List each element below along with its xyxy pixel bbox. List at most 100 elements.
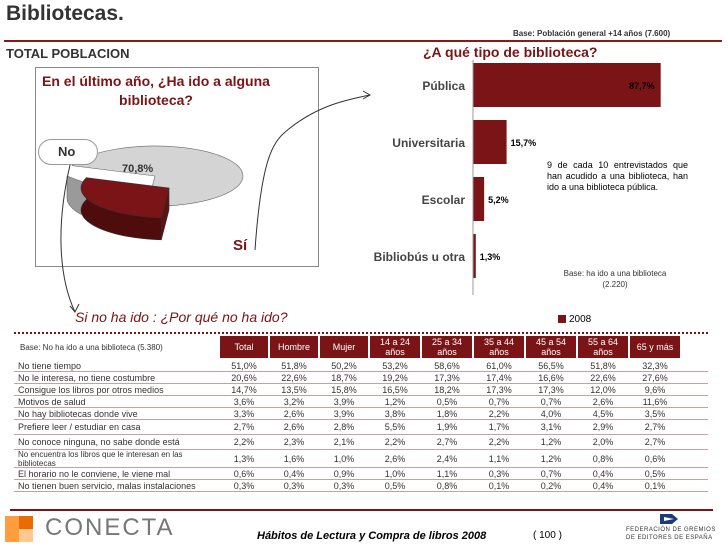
federation-name: FEDERACIÓN DE GREMIOS DE EDITORES DE ESP… bbox=[626, 527, 716, 541]
footer-divider bbox=[10, 509, 713, 511]
bar-value-label: 15,7% bbox=[511, 138, 537, 148]
column-header: 14 a 24 años bbox=[370, 336, 420, 358]
si-arrow-head bbox=[362, 90, 372, 100]
table-cell: 15,8% bbox=[331, 385, 357, 395]
table-cell: 2,2% bbox=[488, 409, 510, 419]
table-row: No hay bibliotecas donde vive 3,3% 2,6% 3,9… bbox=[14, 408, 708, 420]
si-label: Sí bbox=[233, 237, 248, 254]
table-cell: 1,0% bbox=[333, 454, 355, 464]
no-arrow-head bbox=[69, 303, 80, 313]
table-row: Consigue los libros por otros medios 14,7… bbox=[14, 384, 708, 396]
bar-2 bbox=[473, 177, 485, 221]
table-row: No conoce ninguna, no sabe donde está 2,2… bbox=[14, 435, 708, 450]
table-cell: 3,6% bbox=[233, 397, 255, 407]
table-cell: 0,3% bbox=[233, 481, 255, 491]
pie-label-no: 70,8% bbox=[122, 163, 153, 175]
table-cell: 22,6% bbox=[281, 373, 307, 383]
table-cell: 2,3% bbox=[283, 437, 305, 447]
table-cell: 3,8% bbox=[384, 409, 406, 419]
table-cell: 3,1% bbox=[540, 422, 562, 432]
federation-logo-icon bbox=[660, 514, 678, 524]
table-question: Si no ha ido : ¿Por qué no ha ido? bbox=[75, 309, 288, 325]
bar-chart: Pública 87,7% Universitaria 15,7% Escolar 5,2… bbox=[374, 60, 661, 295]
table-cell: 27,6% bbox=[642, 373, 668, 383]
bar-category-label: Escolar bbox=[422, 193, 466, 207]
table-cell: 0,3% bbox=[283, 481, 305, 491]
si-arrow bbox=[254, 94, 371, 251]
bar-3 bbox=[473, 234, 476, 278]
table-cell: 2,2% bbox=[488, 437, 510, 447]
column-header: 55 a 64 años bbox=[578, 336, 628, 358]
pie-no-top bbox=[71, 145, 244, 207]
pie-slice-si bbox=[80, 177, 170, 241]
table-cell: 2,7% bbox=[644, 437, 666, 447]
row-label: No hay bibliotecas donde vive bbox=[18, 409, 138, 419]
column-header: Hombre bbox=[270, 336, 318, 358]
bar-chart-title: ¿A qué tipo de biblioteca? bbox=[423, 44, 598, 60]
table-base-note: Base: No ha ido a una biblioteca (5.380) bbox=[20, 343, 163, 352]
table-cell: 0,6% bbox=[644, 454, 666, 464]
table-cell: 4,5% bbox=[592, 409, 614, 419]
footer-title: Hábitos de Lectura y Compra de libros 20… bbox=[257, 530, 487, 542]
table-cell: 0,8% bbox=[436, 481, 458, 491]
table-cell: 61,0% bbox=[486, 361, 512, 371]
table-cell: 5,5% bbox=[384, 422, 406, 432]
table-cell: 20,6% bbox=[231, 373, 257, 383]
table-cell: 2,7% bbox=[644, 422, 666, 432]
table-cell: 1,2% bbox=[384, 397, 406, 407]
table-cell: 11,6% bbox=[642, 397, 668, 407]
pie-chart: 70,8% 29,2% bbox=[66, 145, 244, 241]
table-cell: 2,9% bbox=[592, 422, 614, 432]
column-header: Mujer bbox=[320, 336, 368, 358]
table-cell: 1,1% bbox=[436, 469, 458, 479]
table-cell: 16,6% bbox=[538, 373, 564, 383]
page-number: ( 100 ) bbox=[533, 530, 562, 541]
row-label: No encuentra los libros que le interesan… bbox=[18, 450, 183, 468]
table-cell: 22,6% bbox=[590, 373, 616, 383]
table-cell: 2,6% bbox=[283, 409, 305, 419]
table-cell: 3,9% bbox=[333, 397, 355, 407]
column-header: 45 a 54 años bbox=[526, 336, 576, 358]
table-cell: 1,3% bbox=[233, 454, 255, 464]
conecta-logo: CONECTA bbox=[45, 514, 175, 541]
table-cell: 32,3% bbox=[642, 361, 668, 371]
bar-base-note: Base: ha ido a una biblioteca (2.220) bbox=[563, 269, 667, 289]
table-cell: 0,4% bbox=[592, 469, 614, 479]
table-cell: 2,7% bbox=[436, 437, 458, 447]
pie-label-si: 29,2% bbox=[178, 217, 209, 229]
table-cell: 18,2% bbox=[434, 385, 460, 395]
row-label: Motivos de salud bbox=[18, 397, 86, 407]
legend: 2008 bbox=[558, 314, 591, 325]
bar-1 bbox=[473, 120, 507, 164]
table-cell: 3,5% bbox=[644, 409, 666, 419]
table-cell: 1,1% bbox=[488, 454, 510, 464]
table-row: No tiene tiempo 51,0% 51,8% 50,2% 53,2% 58,6%… bbox=[14, 360, 708, 372]
no-label: No bbox=[58, 144, 76, 159]
table-cell: 1,2% bbox=[540, 437, 562, 447]
table-cell: 2,2% bbox=[384, 437, 406, 447]
table-row: Motivos de salud 3,6% 3,2% 3,9% 1,2% 0,5% 0,7%… bbox=[14, 396, 708, 408]
table-cell: 12,0% bbox=[590, 385, 616, 395]
table-cell: 18,7% bbox=[331, 373, 357, 383]
conecta-logo-icon bbox=[5, 516, 33, 542]
table-cell: 58,6% bbox=[434, 361, 460, 371]
table-cell: 17,3% bbox=[538, 385, 564, 395]
table-cell: 0,2% bbox=[540, 481, 562, 491]
table-cell: 0,9% bbox=[333, 469, 355, 479]
table-cell: 0,5% bbox=[384, 481, 406, 491]
section-label: TOTAL POBLACION bbox=[6, 46, 130, 61]
table-cell: 17,3% bbox=[486, 385, 512, 395]
pie-question: En el último año, ¿Ha ido a alguna bibli… bbox=[42, 73, 270, 108]
table-cell: 2,4% bbox=[436, 454, 458, 464]
column-header: 25 a 34 años bbox=[422, 336, 472, 358]
bar-category-label: Pública bbox=[422, 79, 465, 93]
table-cell: 1,0% bbox=[384, 469, 406, 479]
row-label: No tiene tiempo bbox=[18, 361, 82, 371]
table-cell: 2,6% bbox=[384, 454, 406, 464]
table-cell: 2,7% bbox=[233, 422, 255, 432]
table-cell: 0,1% bbox=[644, 481, 666, 491]
table-cell: 56,5% bbox=[538, 361, 564, 371]
table-cell: 0,5% bbox=[436, 397, 458, 407]
table-cell: 0,1% bbox=[488, 481, 510, 491]
